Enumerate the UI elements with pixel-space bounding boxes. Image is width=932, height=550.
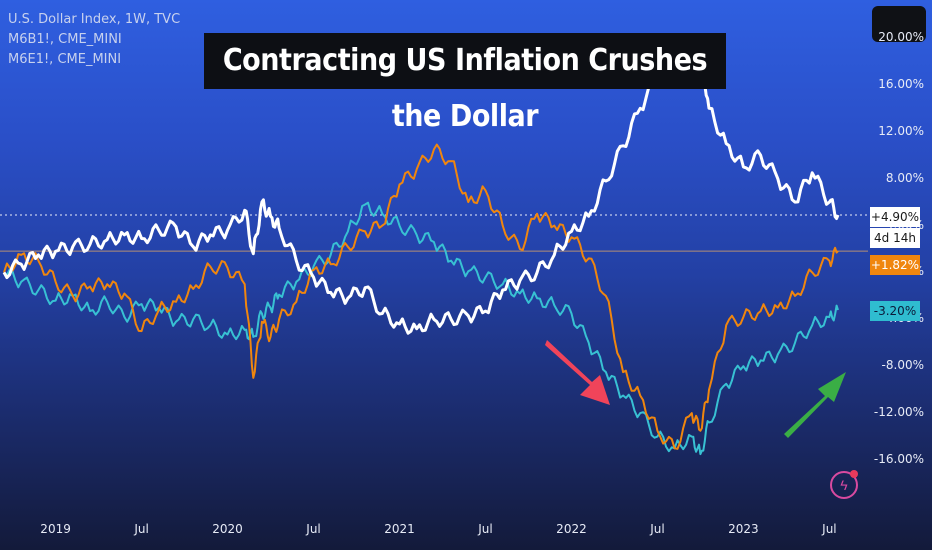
legend-usd[interactable]: U.S. Dollar Index, 1W, TVC	[8, 12, 181, 27]
y-tick-label: 20.00%	[878, 30, 924, 44]
usd-value-badge: +4.90%	[870, 207, 920, 227]
x-tick-label: Jul	[306, 522, 321, 536]
green-arrow	[784, 372, 846, 438]
x-tick-label: 2019	[40, 522, 71, 536]
chart-title: Contracting US Inflation Crushes the Dol…	[204, 33, 726, 134]
gbp-value-badge: +1.82%	[870, 255, 920, 275]
y-tick-label: 16.00%	[878, 76, 924, 91]
y-tick-label: 12.00%	[878, 123, 924, 138]
x-tick-label: 2021	[384, 522, 415, 536]
x-tick-label: Jul	[650, 522, 665, 536]
x-tick-label: 2022	[556, 522, 587, 536]
legend: U.S. Dollar Index, 1W, TVC M6B1!, CME_MI…	[8, 10, 180, 70]
gbp-series-line	[3, 143, 839, 450]
red-arrow	[545, 340, 610, 405]
x-tick-label: Jul	[822, 522, 837, 536]
eur-value-badge: -3.20%	[870, 301, 920, 321]
y-tick-label: -12.00%	[873, 405, 924, 420]
y-tick-label: -16.00%	[873, 452, 924, 466]
legend-gbp[interactable]: M6B1!, CME_MINI	[8, 32, 122, 47]
corner-button[interactable]	[872, 6, 926, 42]
x-tick-label: Jul	[134, 522, 149, 536]
x-tick-label: 2020	[212, 522, 243, 536]
y-tick-label: 8.00%	[885, 170, 924, 185]
countdown-badge: 4d 14h	[870, 228, 920, 248]
legend-eur[interactable]: M6E1!, CME_MINI	[8, 52, 122, 67]
lightning-icon[interactable]: ϟ	[830, 470, 858, 499]
x-tick-label: 2023	[728, 522, 759, 536]
eur-series-line	[3, 201, 839, 456]
y-tick-label: -8.00%	[881, 358, 924, 373]
x-tick-label: Jul	[478, 522, 493, 536]
